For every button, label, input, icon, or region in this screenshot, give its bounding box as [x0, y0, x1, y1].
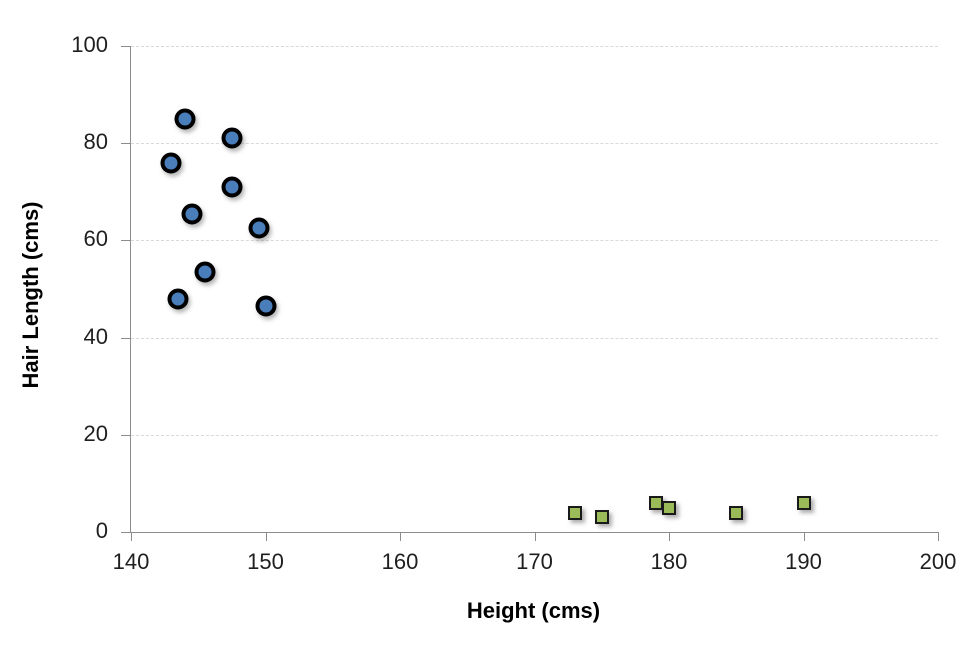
x-tick-label: 180	[650, 549, 688, 574]
x-axis-tick	[669, 532, 670, 541]
y-axis-tick	[121, 337, 130, 339]
data-point-circle	[248, 217, 270, 239]
data-point-square	[567, 505, 582, 520]
data-point-square	[648, 495, 663, 510]
data-point-circle	[167, 288, 189, 310]
x-tick-label: 200	[919, 549, 957, 574]
data-point-square	[796, 495, 811, 510]
y-axis-tick	[121, 143, 130, 145]
horizontal-gridline	[131, 434, 938, 436]
data-point-square	[729, 505, 744, 520]
y-tick-label: 20	[83, 420, 108, 446]
data-point-circle	[174, 108, 196, 130]
y-tick-label: 60	[83, 226, 108, 252]
y-axis-tick	[121, 46, 130, 47]
plot-area: 0 20 40 60 80 100 140 150 160 170 180 190 200	[71, 32, 956, 574]
data-point-circle	[181, 203, 203, 225]
x-axis-tick	[265, 532, 267, 541]
y-axis-tick	[121, 532, 130, 533]
data-point-square	[594, 510, 609, 525]
data-point-circle	[255, 295, 276, 317]
data-point-circle	[221, 127, 243, 149]
horizontal-gridline	[131, 337, 938, 339]
x-tick-label: 170	[516, 549, 553, 574]
x-axis-tick	[803, 532, 805, 541]
x-axis-tick	[131, 532, 132, 541]
y-axis-tick	[121, 434, 130, 436]
x-axis-title: Height (cms)	[466, 598, 601, 623]
horizontal-gridline	[131, 240, 938, 242]
y-axis-title: Hair Length (cms)	[18, 201, 43, 389]
horizontal-gridline	[131, 46, 938, 47]
y-tick-label: 0	[95, 517, 108, 543]
x-tick-label: 150	[247, 549, 284, 574]
data-point-square	[662, 500, 676, 515]
data-point-circle	[194, 261, 216, 283]
data-point-circle	[221, 176, 243, 198]
x-tick-label: 160	[381, 549, 419, 574]
x-axis-tick	[938, 532, 939, 541]
x-tick-label: 140	[112, 549, 150, 574]
x-axis-tick	[400, 532, 401, 541]
y-tick-label: 80	[83, 129, 108, 155]
x-tick-label: 190	[785, 549, 822, 574]
horizontal-gridline	[131, 143, 938, 145]
y-axis-tick	[121, 240, 130, 242]
y-tick-label: 100	[71, 31, 108, 57]
data-point-circle	[160, 152, 182, 174]
y-tick-label: 40	[83, 323, 108, 349]
x-axis-tick	[534, 532, 536, 541]
